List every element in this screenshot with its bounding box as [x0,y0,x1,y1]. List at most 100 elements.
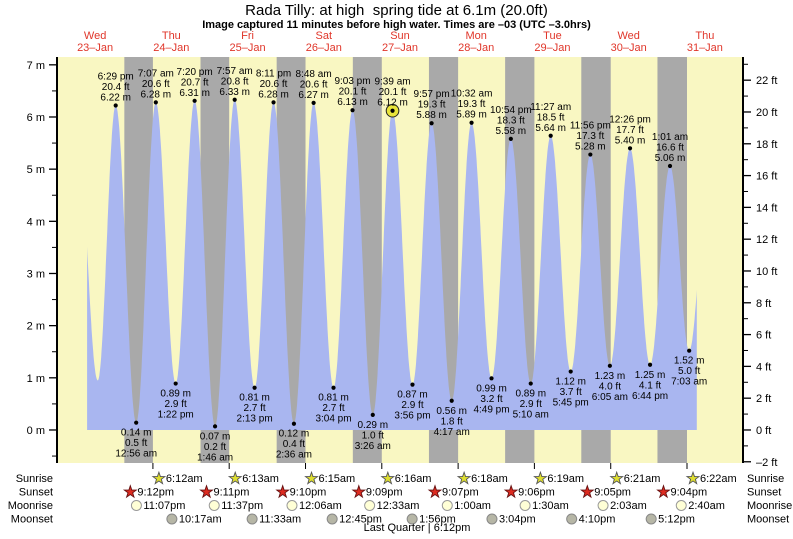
moonrise-time: 1:00am [454,500,491,512]
sunset-star-icon [656,484,671,499]
sunrise-marker: 6:18am [456,470,508,485]
tide-annotation-line: 2.9 ft [401,400,423,411]
moonset-marker: 4:10pm [566,513,615,526]
tide-extreme-dot [350,108,355,113]
tide-annotation-line: 5.06 m [655,153,686,164]
page-title: Rada Tilly: at high spring tide at 6.1m … [245,2,548,19]
tide-annotation-line: 6.28 m [258,89,289,100]
tide-annotation-line: 17.3 ft [576,131,604,142]
tide-annotation-line: 20.6 ft [260,79,288,90]
tide-annotation-line: 0.89 m [160,389,191,400]
moonrise-circle-icon [130,500,142,511]
moonset-time: 5:12pm [658,514,695,526]
tide-annotation-line: 11:27 am [530,102,571,113]
sunset-star-icon [351,484,367,499]
tide-low-annotation: 1.12 m3.7 ft5:45 pm [553,369,589,409]
sunrise-time: 6:12am [166,473,203,485]
sunset-star-icon [503,484,519,499]
sunrise-star-icon [685,470,701,485]
day-label-date: 31–Jan [687,42,723,54]
tide-low-annotation: 0.89 m2.9 ft1:22 pm [158,381,194,421]
moonset-marker: 5:12pm [645,513,695,526]
moonset-circle-icon [406,513,418,525]
right-axis-label: 4 ft [756,361,771,373]
tide-annotation-line: 6.31 m [179,88,210,99]
left-axis-label: 0 m [27,425,45,437]
moonset-marker: 10:17am [166,513,222,526]
tide-extreme-dot [410,382,415,387]
tide-annotation-line: 5:10 am [513,410,549,421]
moonset-circle-icon [166,513,178,525]
moonrise-time: 1:30am [532,500,569,512]
day-label-date: 25–Jan [230,42,266,54]
sunset-time: 9:05pm [594,487,631,499]
tide-low-annotation: 0.07 m0.2 ft1:46 am [197,424,233,463]
day-label-dow: Sun [390,30,410,42]
tide-extreme-dot [291,421,297,426]
moonrise-marker: 2:40am [675,500,725,512]
sunset-time: 9:04pm [670,487,707,499]
moonrise-marker: 12:06am [286,500,342,512]
tide-annotation-line: 2.9 ft [520,399,542,410]
tide-extreme-dot [271,100,276,105]
tide-annotation-line: 6:29 pm [98,72,134,83]
moonrise-marker: 1:30am [519,500,569,512]
tide-extreme-dot [548,133,553,138]
row-label-right-sunset: Sunset [747,487,781,499]
tide-extreme-dot [252,385,257,390]
tide-annotation-line: 5.64 m [535,123,566,134]
sunrise-time: 6:16am [395,473,432,485]
right-axis-label: 10 ft [756,266,777,278]
tide-annotation-line: 9:03 pm [334,76,370,87]
left-axis-label: 5 m [27,164,45,176]
tide-annotation-line: 3.7 ft [560,387,582,398]
tide-annotation-line: 0.81 m [318,393,349,404]
right-axis-label: –2 ft [756,457,777,469]
tide-extreme-dot [153,100,158,105]
tide-extreme-dot [588,152,593,157]
sunrise-star-icon [227,470,243,485]
tide-annotation-line: 5.0 ft [678,366,700,377]
sunrise-time: 6:13am [242,473,279,485]
tide-annotation-line: 7:07 am [138,68,174,79]
day-label-date: 23–Jan [77,42,113,54]
tide-annotation-line: 7:03 am [671,377,707,388]
left-axis-label: 4 m [27,216,45,228]
tide-extreme-dot [449,398,454,403]
day-label-date: 28–Jan [458,42,494,54]
sunrise-marker: 6:12am [151,470,203,485]
tide-low-annotation: 0.12 m0.4 ft2:36 am [276,421,312,461]
row-label-right-moonrise: Moonrise [747,500,792,512]
sunset-marker: 9:05pm [579,484,631,499]
tide-extreme-dot [173,381,178,386]
right-axis-label: 14 ft [756,202,777,214]
tide-annotation-line: 5.88 m [416,110,447,121]
tide-extreme-dot [212,424,218,429]
tide-annotation-line: 6.27 m [298,90,329,101]
tide-annotation-line: 0.29 m [358,420,389,431]
sunset-marker: 9:06pm [503,484,555,499]
sunset-marker: 9:10pm [275,484,326,499]
tide-annotation-line: 20.1 ft [379,87,407,98]
moonset-time: 3:04pm [499,514,536,526]
tide-annotation-line: 6.28 m [141,89,172,100]
day-label-dow: Fri [241,30,254,42]
moonset-marker: 12:45pm [326,513,382,526]
sunset-time: 9:06pm [518,487,555,499]
left-axis-label: 3 m [27,268,45,280]
tide-low-annotation: 0.89 m2.9 ft5:10 am [513,381,549,421]
sunset-time: 9:09pm [366,487,403,499]
tide-extreme-dot [568,369,573,374]
day-label-date: 30–Jan [611,42,647,54]
tide-extreme-dot [647,362,653,367]
tide-extreme-dot [489,376,494,381]
tide-annotation-line: 4:49 pm [473,404,509,415]
tide-annotation-line: 5.89 m [456,110,487,121]
moon-phase-note: Last Quarter | 6:12pm [363,522,471,534]
